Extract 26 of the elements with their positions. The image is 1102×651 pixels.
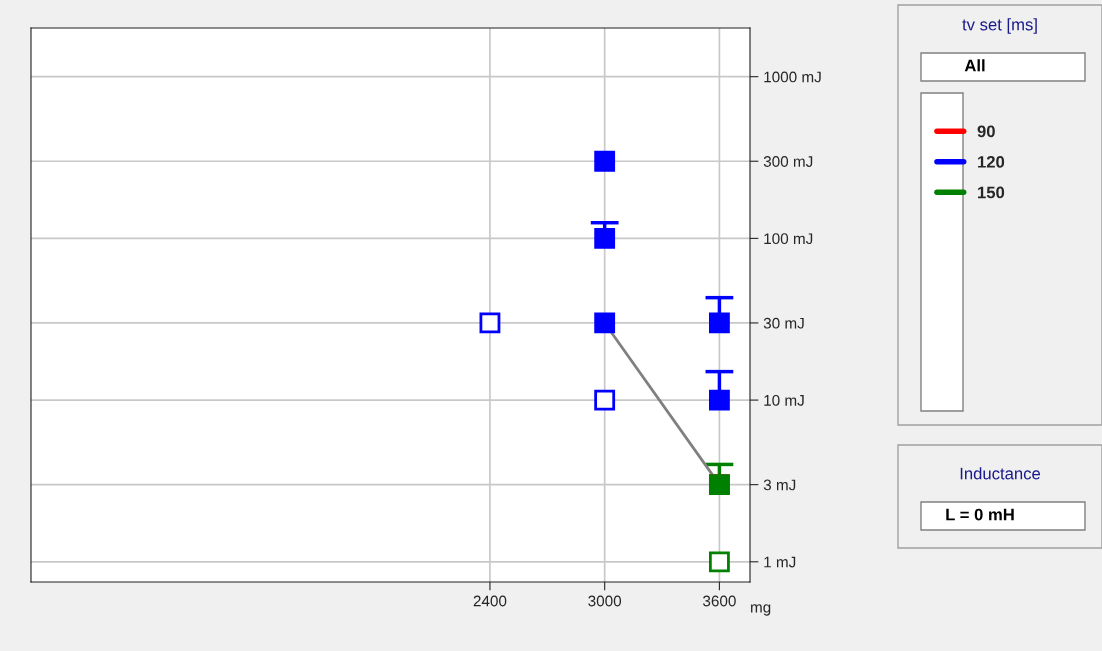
point xyxy=(708,551,730,573)
x-tick-label: 3000 xyxy=(588,595,622,607)
point xyxy=(708,389,730,411)
text: All xyxy=(964,59,985,72)
point xyxy=(594,227,616,249)
x-tick-label: 2400 xyxy=(473,595,507,607)
point xyxy=(594,389,616,411)
point xyxy=(594,312,616,334)
y-tick-label: 300 mJ xyxy=(763,156,813,167)
y-tick-label: 1 mJ xyxy=(764,556,796,568)
y-tick-label: 100 mJ xyxy=(764,233,813,245)
legend-label: 150 xyxy=(978,186,1005,199)
point xyxy=(708,312,730,334)
point xyxy=(594,150,616,172)
y-tick-label: 3 mJ xyxy=(763,479,796,491)
text: L = 0 mH xyxy=(946,508,1014,521)
legend-label: 120 xyxy=(978,155,1005,168)
legend-label: 90 xyxy=(977,125,995,138)
y-tick-label: 1000 mJ xyxy=(764,71,821,83)
text: Inductance xyxy=(960,467,1041,480)
point xyxy=(479,312,501,334)
legend-title: tv set [ms] xyxy=(962,18,1037,34)
x-axis-title: mg xyxy=(751,604,771,616)
y-tick-label: 30 mJ xyxy=(763,317,804,329)
x-tick-label: 3600 xyxy=(702,595,736,607)
y-tick-label: 10 mJ xyxy=(764,394,804,406)
